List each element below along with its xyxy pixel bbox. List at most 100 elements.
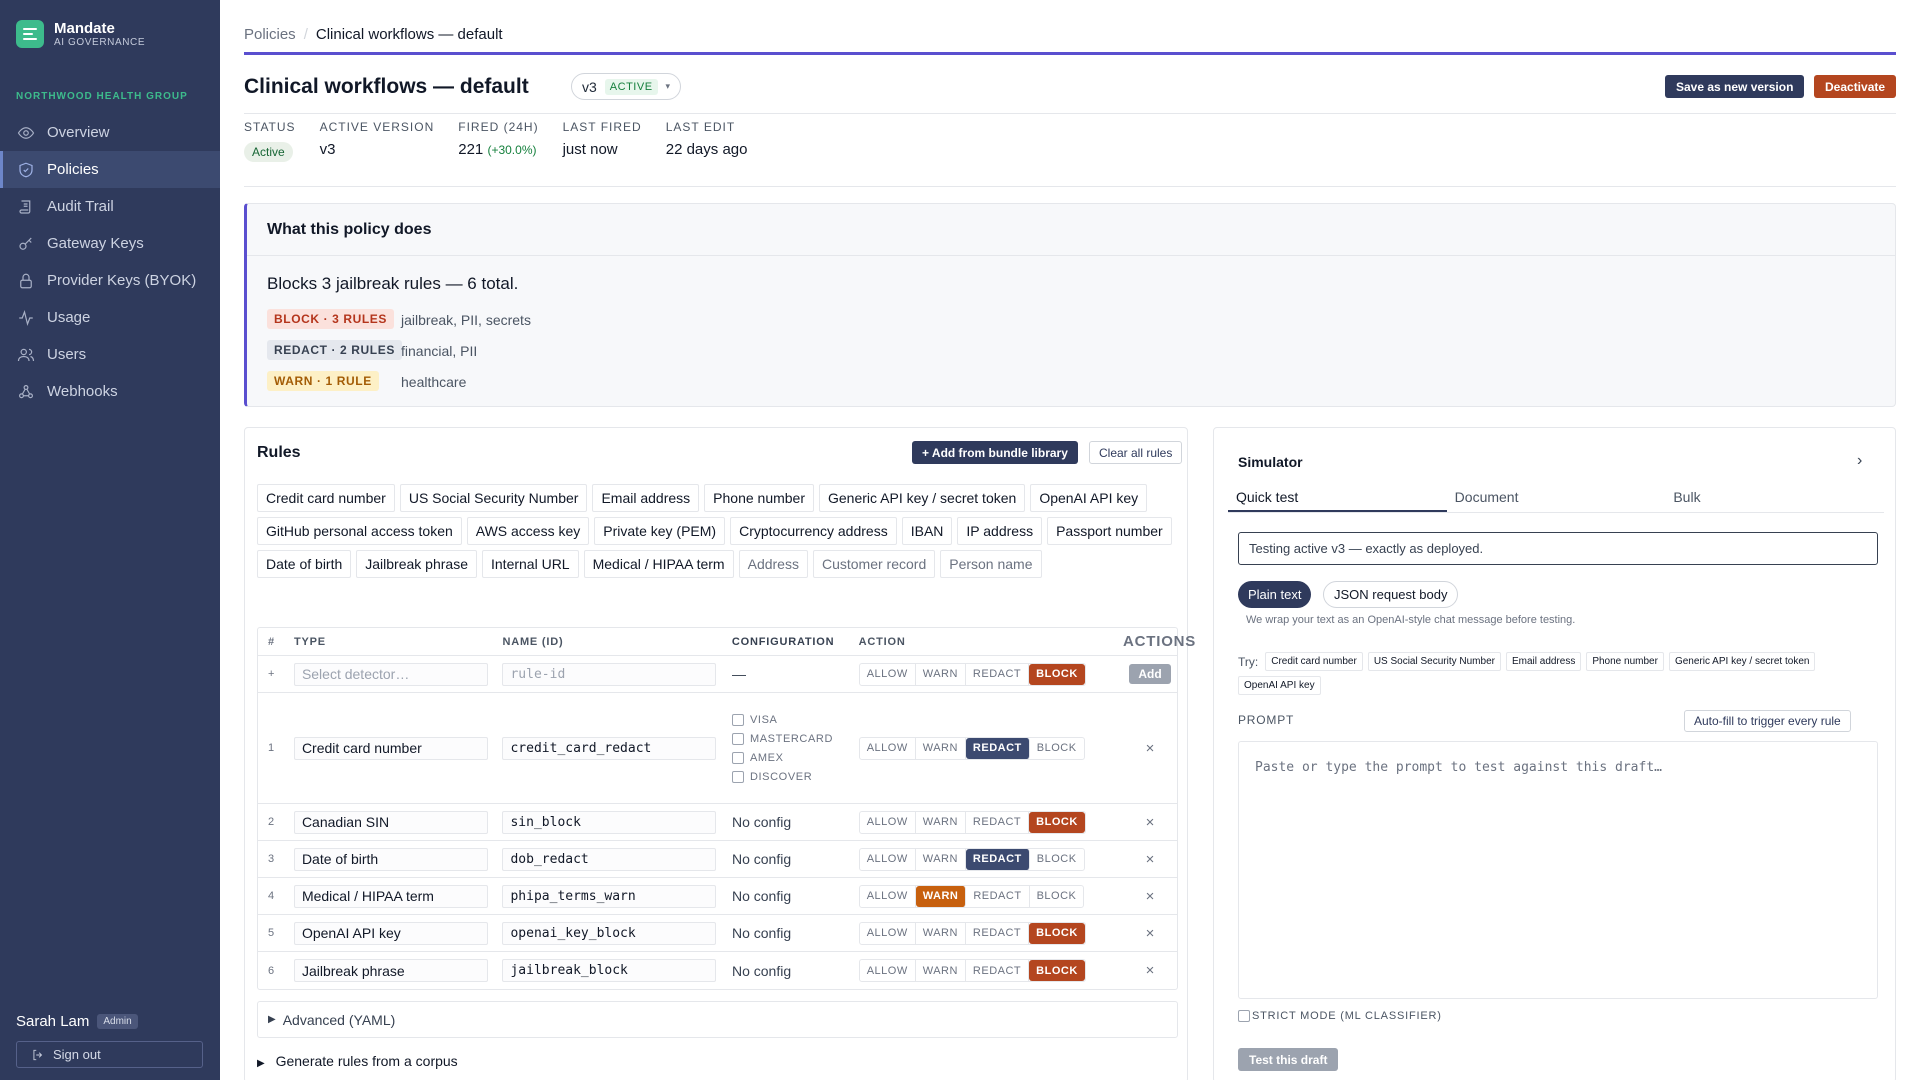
detector-chip[interactable]: Cryptocurrency address (730, 517, 897, 545)
try-chip[interactable]: Credit card number (1265, 652, 1363, 671)
test-draft-button[interactable]: Test this draft (1238, 1048, 1339, 1071)
sidebar-item-webhooks[interactable]: Webhooks (0, 373, 220, 410)
detector-chip[interactable]: Email address (592, 484, 700, 512)
action-warn-option[interactable]: WARN (916, 737, 966, 759)
version-selector[interactable]: v3 ACTIVE ▾ (571, 73, 682, 100)
rule-id-input[interactable]: openai_key_block (502, 921, 717, 945)
detector-chip[interactable]: Person name (940, 550, 1042, 578)
chevron-right-icon[interactable]: › (1857, 452, 1863, 469)
detector-chip[interactable]: Internal URL (482, 550, 579, 578)
detector-chip[interactable]: Medical / HIPAA term (583, 550, 734, 578)
sidebar-item-policies[interactable]: Policies (0, 151, 220, 188)
try-chip[interactable]: OpenAI API key (1238, 676, 1321, 695)
action-redact-option[interactable]: REDACT (966, 811, 1030, 833)
detector-chip[interactable]: US Social Security Number (399, 484, 588, 512)
rule-id-input[interactable]: phipa_terms_warn (502, 884, 717, 908)
prompt-textarea[interactable]: Paste or type the prompt to test against… (1238, 741, 1878, 999)
action-redact-option[interactable]: REDACT (966, 960, 1030, 981)
detector-chip[interactable]: Phone number (704, 484, 814, 512)
brand[interactable]: Mandate AI GOVERNANCE (16, 20, 145, 48)
clear-all-rules-button[interactable]: Clear all rules (1089, 441, 1183, 464)
detector-select[interactable]: Jailbreak phrase (293, 959, 488, 982)
strict-mode-toggle[interactable]: STRICT MODE (ML CLASSIFIER) (1238, 1010, 1442, 1022)
format-json-button[interactable]: JSON request body (1323, 581, 1459, 608)
detector-select[interactable]: OpenAI API key (293, 921, 488, 945)
rule-id-input[interactable]: sin_block (502, 810, 717, 834)
action-redact-option[interactable]: REDACT (966, 663, 1030, 685)
sidebar-item-gateway-keys[interactable]: Gateway Keys (0, 225, 220, 262)
action-allow-option[interactable]: ALLOW (860, 848, 916, 870)
action-redact-option[interactable]: REDACT (966, 885, 1030, 907)
action-allow-option[interactable]: ALLOW (860, 811, 916, 833)
action-block-option[interactable]: BLOCK (1029, 663, 1085, 685)
tab-bulk[interactable]: Bulk (1673, 489, 1701, 505)
action-allow-option[interactable]: ALLOW (860, 663, 916, 685)
checkbox[interactable] (731, 770, 744, 783)
detector-chip[interactable]: AWS access key (466, 517, 590, 545)
detector-chip[interactable]: Address (738, 550, 808, 578)
action-block-option[interactable]: BLOCK (1029, 922, 1085, 944)
action-redact-option[interactable]: REDACT (966, 922, 1030, 944)
detector-chip[interactable]: Customer record (812, 550, 936, 578)
rule-id-input[interactable]: dob_redact (502, 847, 717, 871)
sidebar-item-overview[interactable]: Overview (0, 114, 220, 151)
generate-rules-toggle[interactable]: ▶ Generate rules from a corpus (257, 1053, 458, 1069)
detector-chip[interactable]: Credit card number (257, 484, 395, 512)
sidebar-item-users[interactable]: Users (0, 336, 220, 373)
action-warn-option[interactable]: WARN (916, 922, 966, 944)
try-chip[interactable]: Generic API key / secret token (1668, 652, 1816, 671)
checkbox[interactable] (731, 713, 744, 726)
detector-chip[interactable]: GitHub personal access token (257, 517, 462, 545)
sidebar-item-provider-keys[interactable]: Provider Keys (BYOK) (0, 262, 220, 299)
remove-rule-button[interactable]: × (1145, 813, 1155, 831)
card-network-option[interactable]: AMEX (731, 751, 859, 764)
sidebar-item-audit-trail[interactable]: Audit Trail (0, 188, 220, 225)
action-block-option[interactable]: BLOCK (1036, 890, 1077, 902)
checkbox[interactable] (731, 732, 744, 745)
action-allow-option[interactable]: ALLOW (860, 960, 916, 981)
detector-chip[interactable]: Jailbreak phrase (356, 550, 477, 578)
detector-select[interactable]: Credit card number (293, 736, 488, 760)
format-plain-text-button[interactable]: Plain text (1238, 581, 1312, 608)
card-network-option[interactable]: DISCOVER (731, 770, 859, 783)
deactivate-button[interactable]: Deactivate (1814, 75, 1897, 98)
detector-chip[interactable]: OpenAI API key (1030, 484, 1148, 512)
action-warn-option[interactable]: WARN (916, 960, 966, 981)
checkbox[interactable] (731, 751, 744, 764)
remove-rule-button[interactable]: × (1145, 887, 1155, 905)
detector-select[interactable]: Select detector… (293, 662, 488, 686)
save-as-new-version-button[interactable]: Save as new version (1665, 75, 1805, 98)
try-chip[interactable]: Phone number (1586, 652, 1664, 671)
detector-select[interactable]: Medical / HIPAA term (293, 884, 488, 908)
add-from-bundle-button[interactable]: + Add from bundle library (912, 441, 1078, 464)
remove-rule-button[interactable]: × (1145, 924, 1155, 942)
detector-chip[interactable]: IP address (957, 517, 1043, 545)
remove-rule-button[interactable]: × (1145, 962, 1155, 979)
detector-select[interactable]: Canadian SIN (293, 810, 488, 834)
action-warn-option[interactable]: WARN (916, 663, 966, 685)
rule-id-input[interactable]: jailbreak_block (502, 959, 717, 982)
action-allow-option[interactable]: ALLOW (860, 885, 916, 907)
add-rule-button[interactable]: Add (1129, 664, 1171, 684)
remove-rule-button[interactable]: × (1145, 739, 1155, 757)
action-allow-option[interactable]: ALLOW (860, 922, 916, 944)
detector-select[interactable]: Date of birth (293, 847, 488, 871)
detector-chip[interactable]: IBAN (901, 517, 953, 545)
action-redact-option[interactable]: REDACT (965, 848, 1030, 870)
rule-id-input[interactable]: credit_card_redact (502, 736, 717, 760)
rule-id-input[interactable]: rule-id (502, 662, 717, 686)
autofill-button[interactable]: Auto-fill to trigger every rule (1684, 710, 1851, 732)
strict-mode-checkbox[interactable] (1238, 1010, 1250, 1022)
card-network-option[interactable]: MASTERCARD (731, 732, 859, 745)
action-block-option[interactable]: BLOCK (1036, 853, 1077, 865)
remove-rule-button[interactable]: × (1145, 850, 1155, 868)
detector-chip[interactable]: Date of birth (257, 550, 352, 578)
detector-chip[interactable]: Private key (PEM) (594, 517, 726, 545)
tab-quick-test[interactable]: Quick test (1228, 483, 1447, 512)
sign-out-button[interactable]: Sign out (16, 1041, 203, 1068)
action-block-option[interactable]: BLOCK (1029, 811, 1085, 833)
action-redact-option[interactable]: REDACT (965, 737, 1030, 759)
sidebar-item-usage[interactable]: Usage (0, 299, 220, 336)
action-warn-option[interactable]: WARN (916, 811, 966, 833)
card-network-option[interactable]: VISA (731, 713, 859, 726)
